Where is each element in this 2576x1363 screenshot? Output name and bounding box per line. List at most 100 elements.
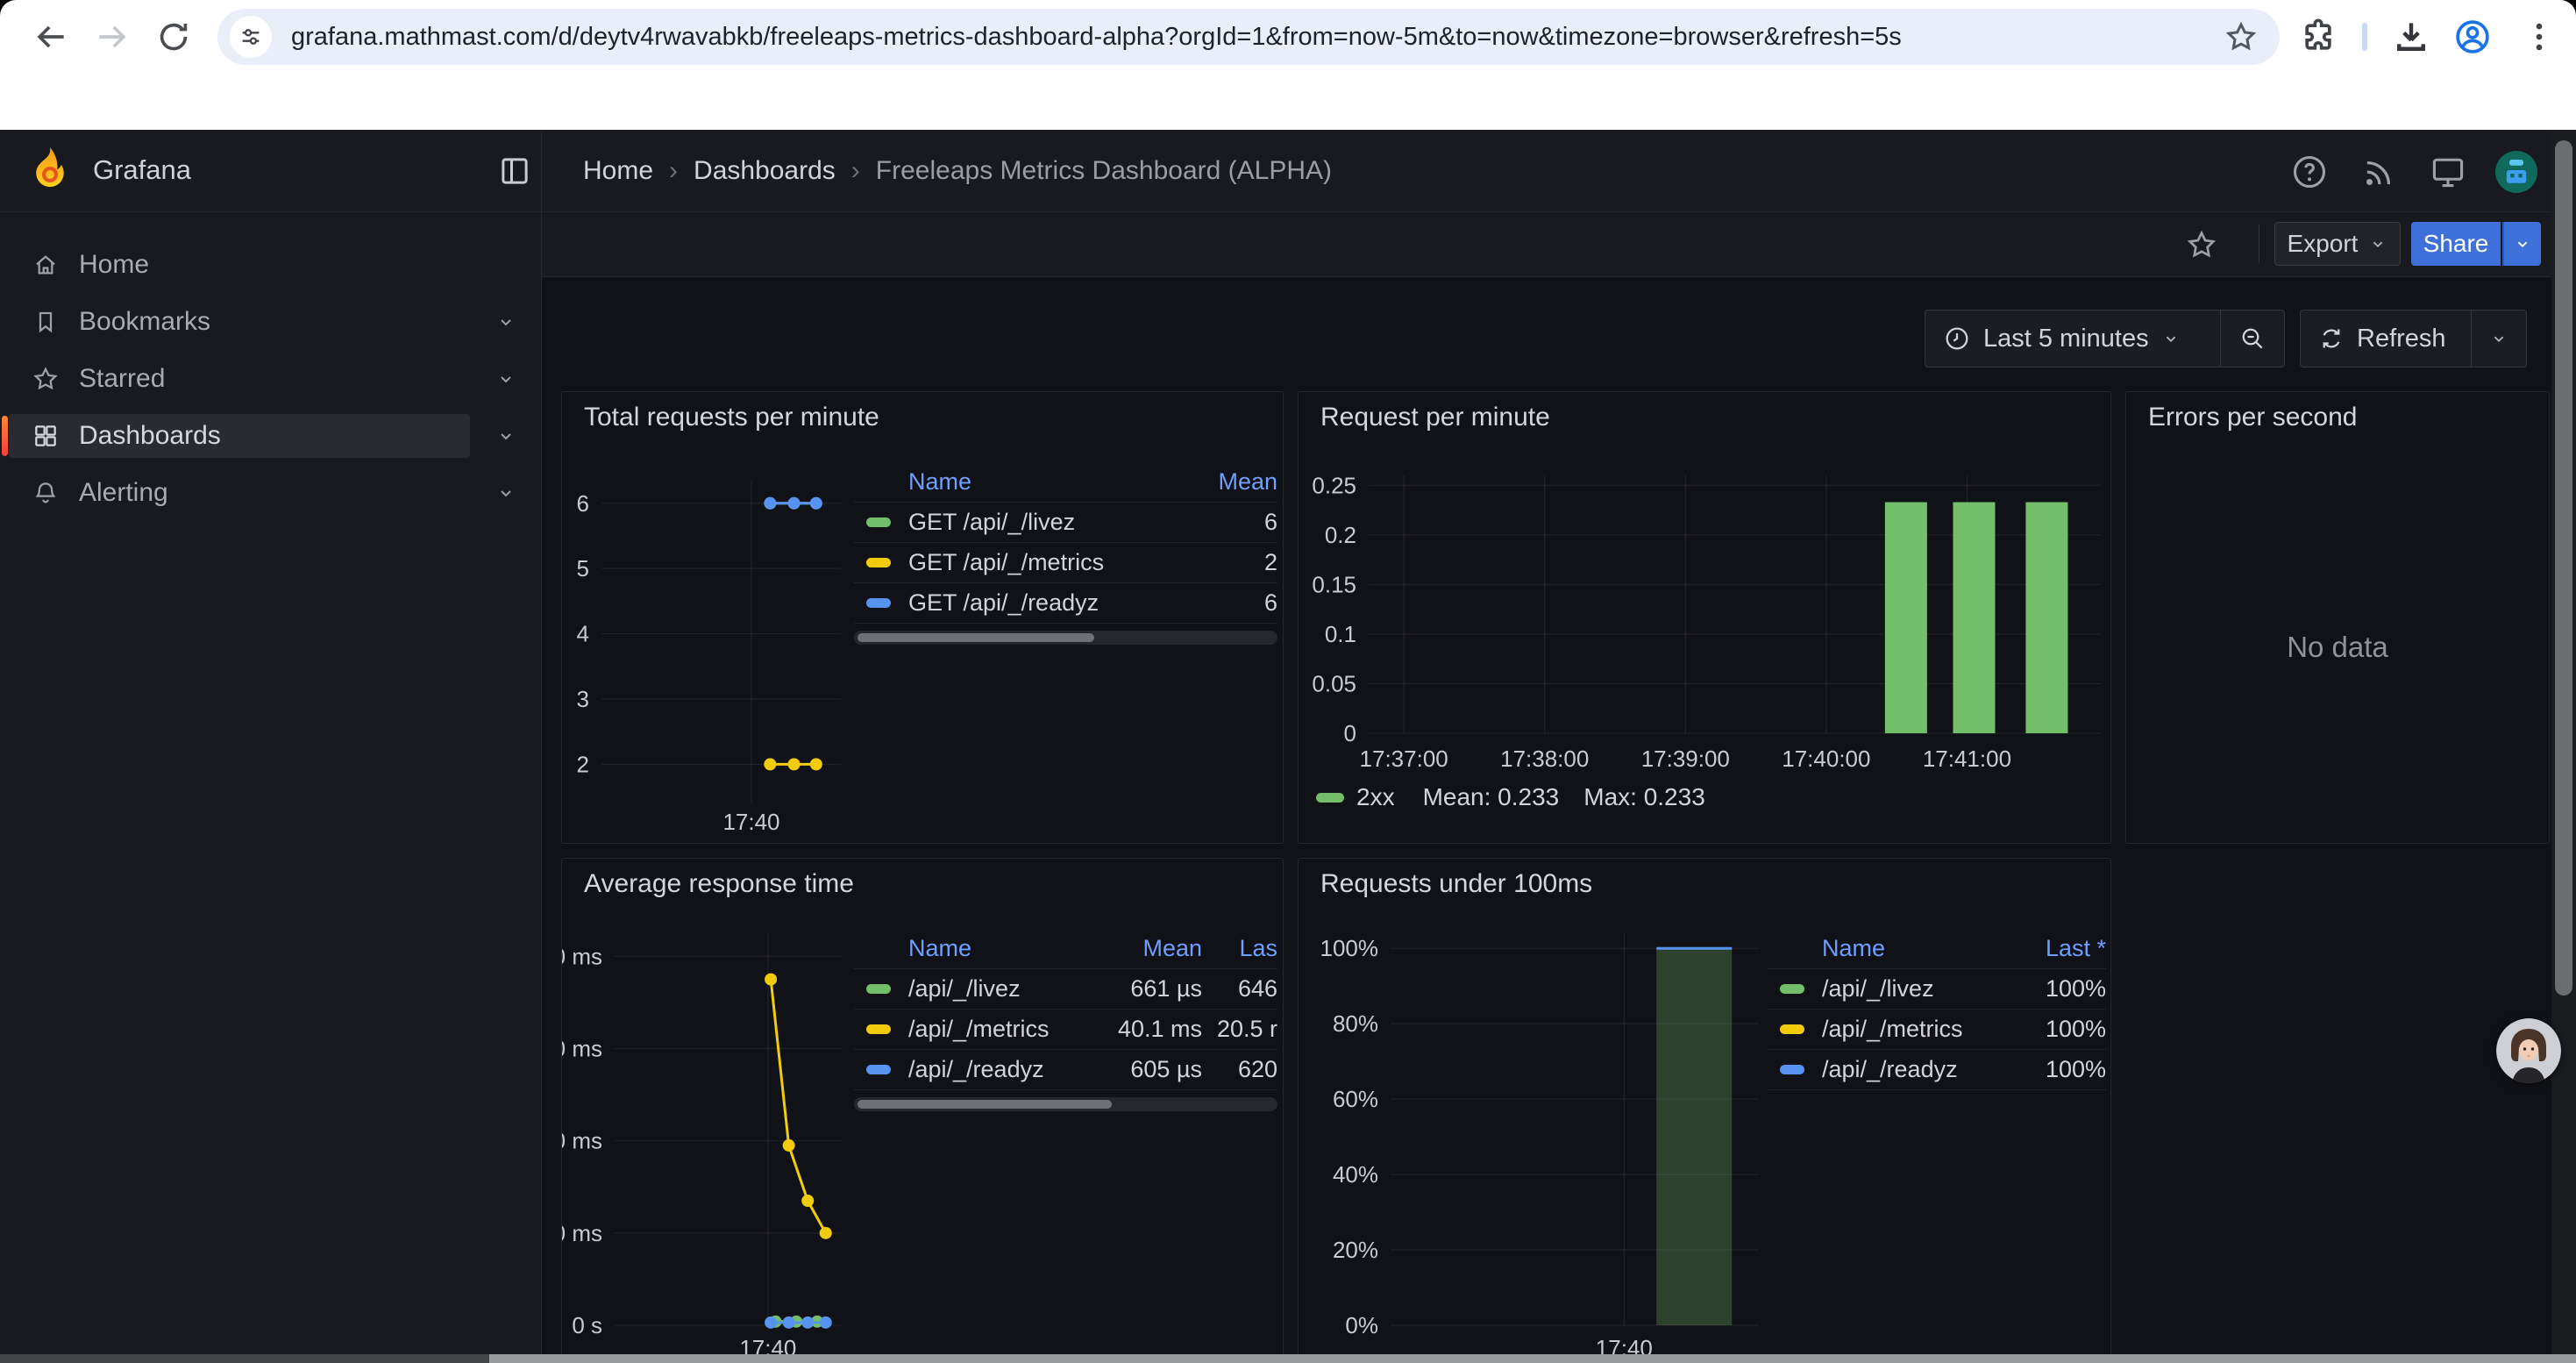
svg-text:100%: 100% bbox=[1320, 935, 1379, 961]
back-button[interactable] bbox=[32, 18, 70, 56]
series-name[interactable]: /api/_/livez bbox=[908, 975, 1021, 1002]
vertical-scrollbar[interactable] bbox=[2551, 130, 2576, 1363]
favorite-star-icon[interactable] bbox=[2185, 228, 2218, 261]
series-name[interactable]: /api/_/readyz bbox=[1822, 1056, 1958, 1082]
grafana-logo[interactable] bbox=[26, 144, 74, 196]
series-name[interactable]: /api/_/metrics bbox=[908, 1016, 1050, 1042]
series-color-pill[interactable] bbox=[1780, 1065, 1804, 1074]
legend-col-last[interactable]: Last * bbox=[2045, 935, 2106, 961]
svg-text:80%: 80% bbox=[1333, 1010, 1378, 1037]
series-name[interactable]: /api/_/metrics bbox=[1822, 1016, 1963, 1042]
refresh-label: Refresh bbox=[2357, 324, 2446, 353]
bookmark-star-icon[interactable] bbox=[2224, 19, 2259, 54]
grafana-brand[interactable]: Grafana bbox=[93, 154, 192, 185]
share-menu-button[interactable] bbox=[2502, 222, 2541, 266]
svg-text:17:39:00: 17:39:00 bbox=[1641, 746, 1730, 772]
legend-scrollbar-thumb[interactable] bbox=[857, 1100, 1112, 1109]
forward-button[interactable] bbox=[93, 18, 132, 56]
legend-col-name[interactable]: Name bbox=[908, 468, 972, 495]
panel-title[interactable]: Total requests per minute bbox=[584, 403, 879, 432]
series-mean: 2 bbox=[1263, 549, 1277, 575]
chevron-down-icon[interactable] bbox=[495, 368, 516, 389]
requests-under-100ms-chart[interactable]: 100%80%60%40%20%0%17:40 bbox=[1299, 859, 2112, 1363]
refresh-interval-button[interactable] bbox=[2472, 310, 2526, 367]
legend-row: /api/_/livez 661 µs 646 bbox=[854, 969, 1277, 1010]
request-per-minute-chart[interactable]: 0.25 0.2 0.15 0.1 0.05 017:37:00 17:38:00 17:39… bbox=[1299, 392, 2112, 845]
sidebar-item-starred[interactable]: Starred bbox=[0, 357, 541, 401]
no-data-message: No data bbox=[2287, 631, 2388, 663]
zoom-out-button[interactable] bbox=[2221, 310, 2284, 367]
profile-icon[interactable] bbox=[2453, 18, 2492, 56]
legend-col-name[interactable]: Name bbox=[1822, 935, 1886, 961]
panel-total-requests-per-minute: Total requests per minute 6 5 4 3 2 17:40 Nam… bbox=[561, 391, 1284, 844]
series-name[interactable]: GET /api/_/livez bbox=[908, 509, 1076, 535]
total-requests-chart[interactable]: 6 5 4 3 2 17:40 bbox=[562, 392, 1284, 845]
breadcrumb-home[interactable]: Home bbox=[583, 156, 654, 185]
site-settings-button[interactable] bbox=[230, 16, 272, 58]
horizontal-scrollbar[interactable] bbox=[0, 1354, 2576, 1363]
series-color-pill[interactable] bbox=[1780, 984, 1804, 994]
floating-assistant-avatar[interactable] bbox=[2496, 1018, 2561, 1083]
series-name[interactable]: GET /api/_/metrics bbox=[908, 549, 1105, 575]
legend-col-name[interactable]: Name bbox=[908, 935, 972, 961]
series-name[interactable]: /api/_/readyz bbox=[908, 1056, 1044, 1082]
series-color-pill[interactable] bbox=[1780, 1024, 1804, 1034]
series-color-pill[interactable] bbox=[866, 517, 891, 527]
vertical-scrollbar-thumb[interactable] bbox=[2555, 140, 2572, 995]
series-last: 100% bbox=[2045, 975, 2106, 1002]
panel-title[interactable]: Request per minute bbox=[1320, 403, 1550, 432]
avatar-image bbox=[2506, 160, 2527, 183]
sidebar-item-bookmarks[interactable]: Bookmarks bbox=[0, 300, 541, 344]
chevron-down-icon[interactable] bbox=[495, 482, 516, 503]
download-icon[interactable] bbox=[2392, 18, 2430, 56]
url-text[interactable]: grafana.mathmast.com/d/deytv4rwavabkb/fr… bbox=[291, 22, 1902, 51]
series-color-pill[interactable] bbox=[866, 984, 891, 994]
export-label: Export bbox=[2287, 230, 2359, 257]
panel-average-response-time: Average response time 80 ms 60 ms 40 ms 20 … bbox=[561, 858, 1284, 1363]
browser-menu-icon[interactable] bbox=[2520, 18, 2558, 56]
legend-scrollbar[interactable] bbox=[854, 1097, 1277, 1111]
horizontal-scrollbar-thumb[interactable] bbox=[489, 1354, 2576, 1363]
url-bar[interactable]: grafana.mathmast.com/d/deytv4rwavabkb/fr… bbox=[217, 9, 2280, 65]
series-color-pill[interactable] bbox=[866, 1065, 891, 1074]
series-color-pill[interactable] bbox=[1316, 792, 1344, 803]
panel-title[interactable]: Errors per second bbox=[2148, 403, 2358, 432]
series-name[interactable]: GET /api/_/readyz bbox=[908, 589, 1099, 616]
refresh-button[interactable]: Refresh bbox=[2301, 310, 2471, 367]
breadcrumb-dashboards[interactable]: Dashboards bbox=[694, 156, 836, 185]
dashboard-header: Export Share bbox=[542, 212, 2576, 277]
series-mean: 40.1 ms bbox=[1117, 1016, 1202, 1042]
sidebar-item-dashboards[interactable]: Dashboards bbox=[0, 414, 541, 458]
svg-text:5: 5 bbox=[577, 555, 589, 582]
svg-text:0%: 0% bbox=[1345, 1312, 1378, 1338]
user-avatar[interactable] bbox=[2495, 151, 2537, 193]
legend-scrollbar-thumb[interactable] bbox=[857, 633, 1095, 642]
dock-sidebar-toggle-icon[interactable] bbox=[496, 153, 533, 189]
chevron-down-icon[interactable] bbox=[495, 425, 516, 446]
sidebar-item-home[interactable]: Home bbox=[0, 243, 541, 287]
extensions-icon[interactable] bbox=[2299, 18, 2338, 56]
kiosk-monitor-icon[interactable] bbox=[2429, 153, 2467, 191]
legend-col-mean[interactable]: Mean bbox=[1142, 935, 1202, 961]
series-name[interactable]: /api/_/livez bbox=[1822, 975, 1934, 1002]
legend-scrollbar[interactable] bbox=[854, 631, 1277, 645]
export-button[interactable]: Export bbox=[2274, 222, 2401, 266]
legend-table: Name Last * /api/_/livez 100% /api/_/met… bbox=[1768, 929, 2106, 1090]
panel-title[interactable]: Requests under 100ms bbox=[1320, 869, 1593, 898]
series-color-pill[interactable] bbox=[866, 1024, 891, 1034]
legend-col-last[interactable]: Las bbox=[1239, 935, 1277, 961]
news-rss-icon[interactable] bbox=[2360, 154, 2397, 191]
series-name[interactable]: 2xx bbox=[1356, 783, 1395, 810]
share-button[interactable]: Share bbox=[2411, 222, 2501, 266]
series-color-pill[interactable] bbox=[866, 558, 891, 567]
help-icon[interactable] bbox=[2290, 153, 2329, 191]
sidebar-item-alerting[interactable]: Alerting bbox=[0, 471, 541, 515]
panel-title[interactable]: Average response time bbox=[584, 869, 854, 898]
time-range-picker[interactable]: Last 5 minutes bbox=[1925, 310, 2220, 367]
chevron-down-icon[interactable] bbox=[495, 311, 516, 332]
time-range-label: Last 5 minutes bbox=[1983, 324, 2149, 353]
reload-button[interactable] bbox=[154, 18, 193, 56]
series-color-pill[interactable] bbox=[866, 598, 891, 608]
legend-col-mean[interactable]: Mean bbox=[1218, 468, 1277, 495]
